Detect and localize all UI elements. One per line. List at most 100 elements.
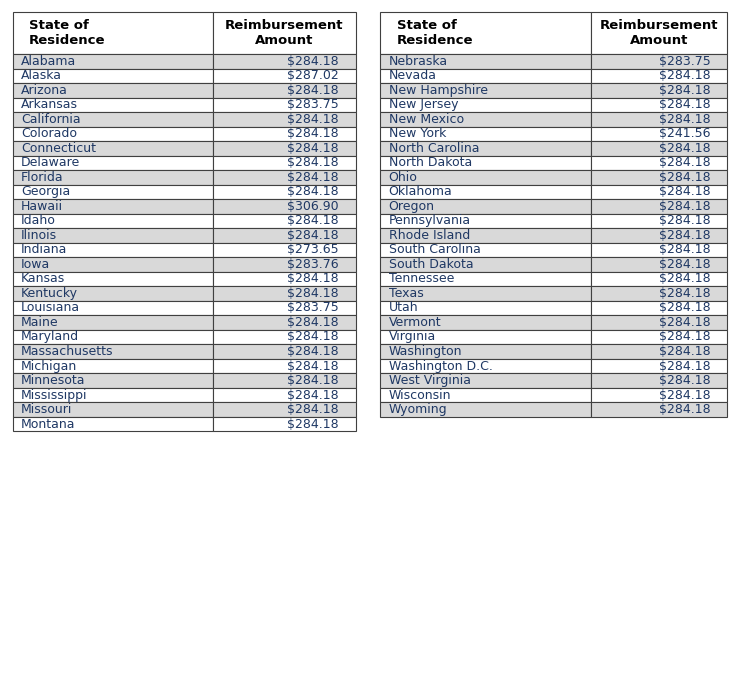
- Bar: [13, 83, 213, 98]
- Bar: [591, 272, 727, 286]
- Bar: [380, 199, 591, 213]
- Text: Louisiana: Louisiana: [21, 302, 80, 315]
- Bar: [591, 112, 727, 127]
- Bar: [380, 272, 591, 286]
- Bar: [591, 286, 727, 301]
- Bar: [591, 98, 727, 112]
- Text: $284.18: $284.18: [287, 84, 339, 97]
- Text: Hawaii: Hawaii: [21, 200, 63, 213]
- Bar: [13, 373, 213, 387]
- Text: $284.18: $284.18: [287, 157, 339, 169]
- Bar: [591, 83, 727, 98]
- Text: California: California: [21, 113, 81, 126]
- Text: $284.18: $284.18: [658, 229, 711, 242]
- Bar: [380, 141, 591, 156]
- Text: $284.18: $284.18: [658, 258, 711, 271]
- Text: $283.76: $283.76: [287, 258, 339, 271]
- Text: Alaska: Alaska: [21, 70, 62, 82]
- Text: Montana: Montana: [21, 418, 76, 431]
- Text: New Hampshire: New Hampshire: [388, 84, 487, 97]
- Bar: [213, 416, 356, 431]
- Bar: [380, 257, 591, 272]
- Text: $284.18: $284.18: [287, 171, 339, 184]
- Bar: [13, 257, 213, 272]
- Text: $284.18: $284.18: [658, 171, 711, 184]
- Text: $284.18: $284.18: [658, 99, 711, 111]
- Text: $284.18: $284.18: [287, 418, 339, 431]
- Bar: [591, 199, 727, 213]
- Bar: [591, 69, 727, 83]
- Text: $284.18: $284.18: [658, 389, 711, 402]
- Text: $284.18: $284.18: [658, 70, 711, 82]
- Text: $284.18: $284.18: [287, 360, 339, 373]
- Text: $284.18: $284.18: [287, 389, 339, 402]
- Bar: [213, 199, 356, 213]
- Text: Minnesota: Minnesota: [21, 374, 86, 387]
- Text: New York: New York: [388, 128, 446, 140]
- Bar: [213, 257, 356, 272]
- Text: Reimbursement
Amount: Reimbursement Amount: [600, 19, 718, 47]
- Bar: [380, 373, 591, 387]
- Bar: [213, 301, 356, 315]
- Bar: [591, 54, 727, 69]
- Bar: [213, 315, 356, 330]
- Text: Mississippi: Mississippi: [21, 389, 87, 402]
- Text: $284.18: $284.18: [287, 55, 339, 68]
- Bar: [591, 228, 727, 243]
- Text: North Carolina: North Carolina: [388, 142, 479, 155]
- Text: Delaware: Delaware: [21, 157, 81, 169]
- Text: $241.56: $241.56: [659, 128, 711, 140]
- Bar: [380, 330, 591, 344]
- Text: $284.18: $284.18: [287, 331, 339, 344]
- Bar: [13, 315, 213, 330]
- Bar: [13, 272, 213, 286]
- Text: State of
Residence: State of Residence: [29, 19, 106, 47]
- Text: $284.18: $284.18: [658, 215, 711, 227]
- Bar: [591, 170, 727, 185]
- Bar: [591, 315, 727, 330]
- Bar: [213, 402, 356, 417]
- Text: Missouri: Missouri: [21, 403, 73, 416]
- Text: State of
Residence: State of Residence: [397, 19, 473, 47]
- Text: Vermont: Vermont: [388, 316, 441, 329]
- Text: $284.18: $284.18: [287, 113, 339, 126]
- Bar: [13, 330, 213, 344]
- Text: $284.18: $284.18: [287, 229, 339, 242]
- Bar: [213, 243, 356, 257]
- Bar: [380, 388, 591, 402]
- Text: $283.75: $283.75: [287, 99, 339, 111]
- Text: Ilinois: Ilinois: [21, 229, 57, 242]
- Bar: [380, 156, 591, 170]
- Bar: [591, 402, 727, 417]
- Bar: [591, 301, 727, 315]
- Bar: [213, 69, 356, 83]
- Text: $284.18: $284.18: [658, 331, 711, 344]
- Bar: [13, 301, 213, 315]
- Text: Massachusetts: Massachusetts: [21, 345, 114, 358]
- Bar: [591, 388, 727, 402]
- Bar: [13, 214, 213, 228]
- Bar: [13, 170, 213, 185]
- Bar: [213, 170, 356, 185]
- Bar: [591, 373, 727, 387]
- Bar: [591, 257, 727, 272]
- Bar: [213, 344, 356, 359]
- Text: Rhode Island: Rhode Island: [388, 229, 470, 242]
- Bar: [213, 272, 356, 286]
- Bar: [380, 69, 591, 83]
- Text: Michigan: Michigan: [21, 360, 78, 373]
- Text: Wyoming: Wyoming: [388, 403, 447, 416]
- Text: $284.18: $284.18: [287, 374, 339, 387]
- Text: Connecticut: Connecticut: [21, 142, 96, 155]
- Text: $284.18: $284.18: [287, 316, 339, 329]
- Text: Washington: Washington: [388, 345, 462, 358]
- Bar: [380, 98, 591, 112]
- Bar: [591, 141, 727, 156]
- Bar: [380, 83, 591, 98]
- Text: Nebraska: Nebraska: [388, 55, 448, 68]
- Bar: [213, 141, 356, 156]
- Text: Maine: Maine: [21, 316, 59, 329]
- Text: $284.18: $284.18: [658, 157, 711, 169]
- Text: $284.18: $284.18: [658, 273, 711, 286]
- Text: Iowa: Iowa: [21, 258, 51, 271]
